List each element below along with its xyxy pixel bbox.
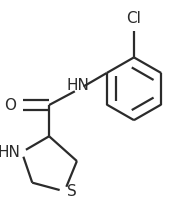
Text: O: O xyxy=(5,98,17,113)
Text: Cl: Cl xyxy=(126,11,141,26)
Text: HN: HN xyxy=(0,145,21,160)
Text: S: S xyxy=(67,184,77,199)
Text: HN: HN xyxy=(67,78,90,94)
